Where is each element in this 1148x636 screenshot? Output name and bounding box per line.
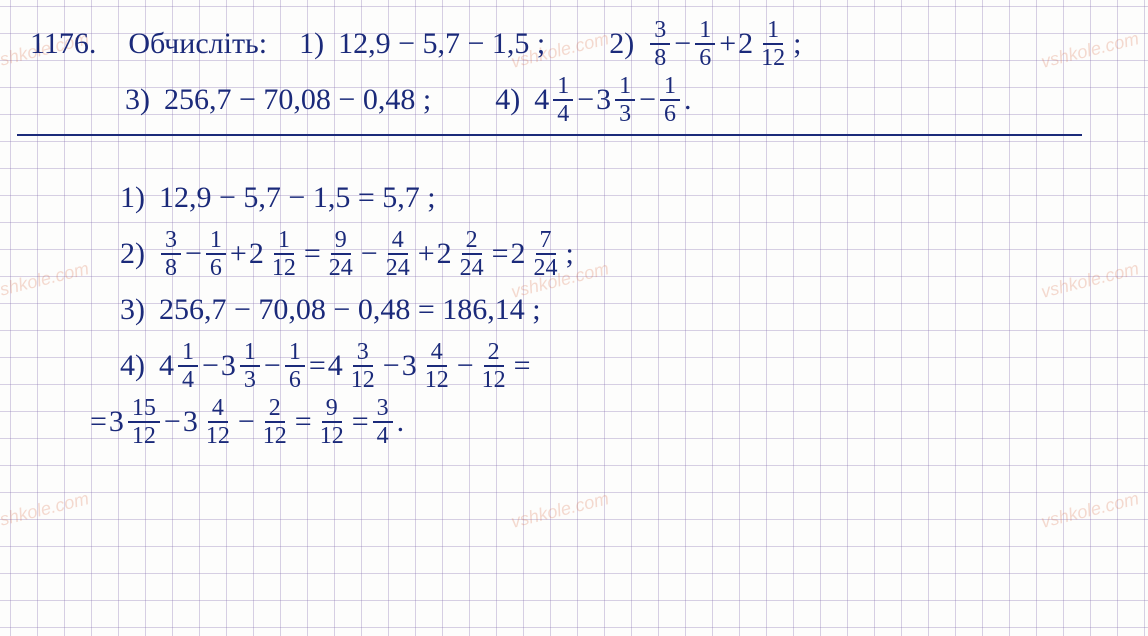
s2-label: 2) xyxy=(120,239,145,269)
s4a-op4: − xyxy=(457,351,474,381)
p2-op2: + xyxy=(719,29,736,59)
problem-number: 1176. xyxy=(30,29,96,59)
p2-frac-a: 38 xyxy=(650,18,670,70)
problem-row-1: 1176. Обчисліть: 1) 12,9 − 5,7 − 1,5 ; 2… xyxy=(30,16,1118,72)
s4a-b: 313 xyxy=(221,340,262,392)
p4-op1: − xyxy=(577,85,594,115)
s1-expr: 12,9 − 5,7 − 1,5 = 5,7 ; xyxy=(159,183,436,213)
solution-1: 1) 12,9 − 5,7 − 1,5 = 5,7 ; xyxy=(120,170,1118,226)
p4-b: 313 xyxy=(596,74,637,126)
s1-label: 1) xyxy=(120,183,145,213)
s4b-eq0: = xyxy=(90,407,107,437)
page-content: 1176. Обчисліть: 1) 12,9 − 5,7 − 1,5 ; 2… xyxy=(0,0,1148,636)
s2-op4: + xyxy=(418,239,435,269)
s3-label: 3) xyxy=(120,295,145,325)
s2-d: 924 xyxy=(325,228,357,280)
p2-end: ; xyxy=(793,29,801,59)
s3-expr: 256,7 − 70,08 − 0,48 = 186,14 ; xyxy=(159,295,541,325)
s2-op2: + xyxy=(230,239,247,269)
s2-c: 2112 xyxy=(249,228,302,280)
p2-mixed-c: 2112 xyxy=(738,18,791,70)
s4a-eq1: = xyxy=(309,351,326,381)
s4b-a: 31512 xyxy=(109,396,162,448)
s4b-b: 3412 xyxy=(183,396,236,448)
s4a-eq2: = xyxy=(514,351,531,381)
solution-3: 3) 256,7 − 70,08 − 0,48 = 186,14 ; xyxy=(120,282,1118,338)
s4a-a: 414 xyxy=(159,340,200,392)
p4-end: . xyxy=(684,85,692,115)
s2-eq2: = xyxy=(492,239,509,269)
s4a-op2: − xyxy=(264,351,281,381)
s4b-e: 34 xyxy=(373,396,393,448)
s2-e: 424 xyxy=(382,228,414,280)
s4a-c: 16 xyxy=(285,340,305,392)
s2-a: 38 xyxy=(161,228,181,280)
s4a-op1: − xyxy=(202,351,219,381)
p1-expr: 12,9 − 5,7 − 1,5 ; xyxy=(338,29,545,59)
s2-op3: − xyxy=(361,239,378,269)
s4b-end: . xyxy=(397,407,405,437)
p2-label: 2) xyxy=(609,29,634,59)
s4b-eq1: = xyxy=(295,407,312,437)
p4-c: 16 xyxy=(660,74,680,126)
s4a-d: 4312 xyxy=(328,340,381,392)
s4b-op1: − xyxy=(164,407,181,437)
s4a-label: 4) xyxy=(120,351,145,381)
p2-frac-b: 16 xyxy=(695,18,715,70)
s4a-op3: − xyxy=(383,351,400,381)
s2-g: 2724 xyxy=(511,228,564,280)
solution-4b: = 31512 − 3412 − 212 = 912 = 34 . xyxy=(90,394,1118,450)
p4-op2: − xyxy=(639,85,656,115)
p4-a: 414 xyxy=(534,74,575,126)
s2-end: ; xyxy=(566,239,574,269)
s2-b: 16 xyxy=(206,228,226,280)
s4b-d: 912 xyxy=(316,396,348,448)
s2-op1: − xyxy=(185,239,202,269)
s4b-c: 212 xyxy=(259,396,291,448)
s4a-f: 212 xyxy=(478,340,510,392)
s2-f: 2224 xyxy=(437,228,490,280)
s4b-op2: − xyxy=(238,407,255,437)
problem-row-2: 3) 256,7 − 70,08 − 0,48 ; 4) 414 − 313 −… xyxy=(125,72,1118,128)
p3-expr: 256,7 − 70,08 − 0,48 ; xyxy=(164,85,431,115)
problem-title: Обчисліть: xyxy=(128,29,267,59)
solution-4a: 4) 414 − 313 − 16 = 4312 − 3412 − 212 = xyxy=(120,338,1118,394)
p2-op1: − xyxy=(674,29,691,59)
p4-label: 4) xyxy=(495,85,520,115)
solution-2: 2) 38 − 16 + 2112 = 924 − 424 + 2224 = 2… xyxy=(120,226,1118,282)
s4b-eq2: = xyxy=(352,407,369,437)
p1-label: 1) xyxy=(299,29,324,59)
p3-label: 3) xyxy=(125,85,150,115)
s2-eq1: = xyxy=(304,239,321,269)
s4a-e: 3412 xyxy=(402,340,455,392)
